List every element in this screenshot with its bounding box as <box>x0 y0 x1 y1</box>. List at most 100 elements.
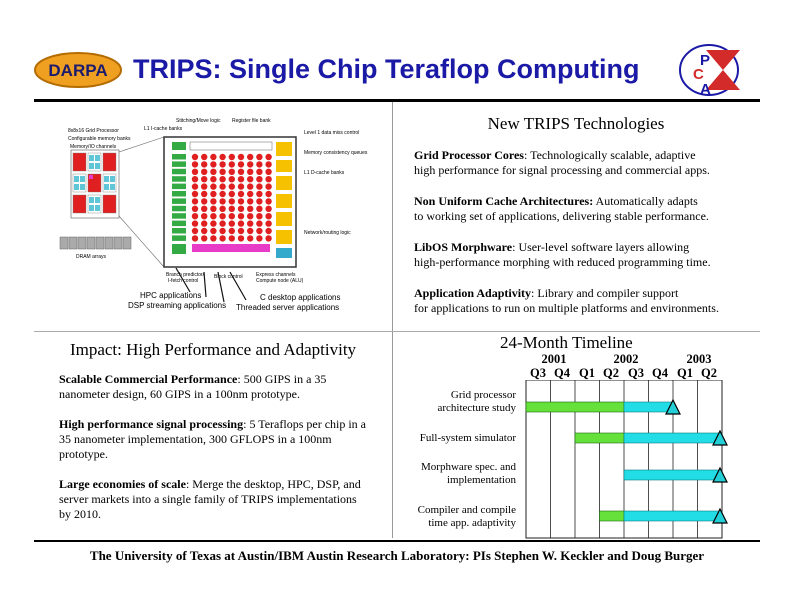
technology-item: LibOS Morphware: User-level software lay… <box>414 240 711 269</box>
alu-node <box>265 183 272 190</box>
label-branch-predictor: Branch predictor/ <box>166 272 205 278</box>
alu-node <box>219 183 226 190</box>
alu-node <box>237 205 245 212</box>
alu-node <box>228 153 235 161</box>
milestone-marker <box>712 466 728 483</box>
technology-term: Non Uniform Cache Architectures: <box>414 194 594 208</box>
icache-bank <box>172 213 186 219</box>
alu-node <box>265 190 272 198</box>
label-grid-processor: 8x8x16 Grid Processor <box>68 128 119 134</box>
alu-node <box>237 176 245 183</box>
technologies-heading: New TRIPS Technologies <box>487 114 665 133</box>
alu-node <box>237 190 245 198</box>
icache-bank <box>172 176 186 182</box>
impact-desc: : 500 GIPS in a 35 nanometer design, 60 … <box>59 372 327 401</box>
quarter-label: Q4 <box>652 366 668 380</box>
milestone-marker <box>712 429 728 446</box>
alu-node <box>228 213 235 220</box>
alu-node <box>201 176 208 183</box>
alu-node <box>201 205 208 212</box>
alu-node <box>191 153 199 161</box>
grid-cell <box>89 155 94 161</box>
alu-node <box>228 235 235 242</box>
quarter-label: Q1 <box>677 366 693 380</box>
technology-desc: high-performance morphing with reduced p… <box>414 255 711 269</box>
alu-node <box>201 213 208 220</box>
icache-bank <box>172 183 186 190</box>
alu-node <box>247 176 254 183</box>
timeline-heading: 24-Month Timeline <box>500 333 633 352</box>
horizontal-divider <box>34 331 760 332</box>
task-label-simulator: Full-system simulator <box>419 432 516 444</box>
alu-node <box>210 183 217 190</box>
grid-cell <box>95 205 100 211</box>
label-c-desktop-apps: C desktop applications <box>260 293 341 302</box>
task-bar-planned <box>623 469 723 481</box>
grid-cell <box>74 184 79 190</box>
grid-cell <box>74 176 79 182</box>
impact-term: Large economies of scale <box>59 477 186 491</box>
alu-node <box>247 235 254 242</box>
impact-desc: : 5 Teraflops per chip in a 35 nanometer… <box>59 417 367 461</box>
grid-tile <box>72 152 87 172</box>
alu-node <box>191 176 199 183</box>
alu-node <box>265 205 272 212</box>
year-label: 2002 <box>613 352 639 366</box>
label-l1-dcache: L1 D-cache banks <box>304 170 345 176</box>
quarter-label: Q2 <box>701 366 717 380</box>
quarter-label: Q1 <box>579 366 595 380</box>
task-bar-planned <box>623 432 723 444</box>
icache-bank <box>172 205 186 212</box>
label-dram: DRAM arrays <box>76 254 107 260</box>
grid-cell <box>89 197 94 203</box>
grid-cell <box>104 176 109 182</box>
alu-node <box>191 227 199 235</box>
impact-desc: : Merge the desktop, HPC, DSP, and serve… <box>59 477 361 521</box>
alu-node <box>237 235 245 242</box>
timeline-chart <box>525 380 728 539</box>
cache-banks <box>172 141 292 258</box>
alu-node <box>247 183 254 190</box>
alu-node <box>191 213 199 220</box>
impact-item: High performance signal processing: 5 Te… <box>59 417 369 462</box>
alu-node <box>228 183 235 190</box>
alu-node <box>228 161 235 168</box>
alu-node <box>210 198 217 205</box>
technology-desc: to working set of applications, deliveri… <box>414 209 709 223</box>
alu-node <box>247 161 254 168</box>
alu-node <box>265 176 272 183</box>
alu-node <box>191 220 199 227</box>
alu-node <box>219 190 226 198</box>
quarter-label: Q3 <box>628 366 644 380</box>
label-register-file: Register file bank <box>232 118 271 124</box>
pca-letter-a: A <box>700 81 711 98</box>
icache-bank <box>172 191 186 197</box>
alu-node <box>210 153 217 161</box>
vertical-divider <box>392 102 393 538</box>
pca-letter-c: C <box>693 66 704 83</box>
app-arrows <box>175 267 247 303</box>
alu-node <box>219 168 226 175</box>
alu-node <box>219 198 226 205</box>
alu-node <box>210 176 217 183</box>
alu-node <box>201 161 208 168</box>
icache-bank <box>172 198 186 204</box>
alu-node <box>265 220 272 227</box>
alu-node <box>256 153 263 161</box>
alu-node <box>256 190 263 198</box>
alu-node <box>256 198 263 205</box>
alu-node <box>201 198 208 205</box>
icache-bank <box>172 168 186 175</box>
task-label-compiler: Compiler and compile time app. adaptivity <box>417 504 516 529</box>
technology-term: LibOS Morphware <box>414 240 513 254</box>
alu-node <box>237 161 245 168</box>
footer-rule <box>34 540 760 542</box>
technology-desc: Automatically adapts <box>595 194 698 208</box>
alu-node <box>265 153 272 161</box>
alu-node <box>265 198 272 205</box>
quarter-label: Q4 <box>554 366 570 380</box>
alu-node <box>265 168 272 175</box>
dram-arrays <box>59 236 132 250</box>
alu-node <box>265 235 272 242</box>
icache-bank <box>172 161 186 167</box>
